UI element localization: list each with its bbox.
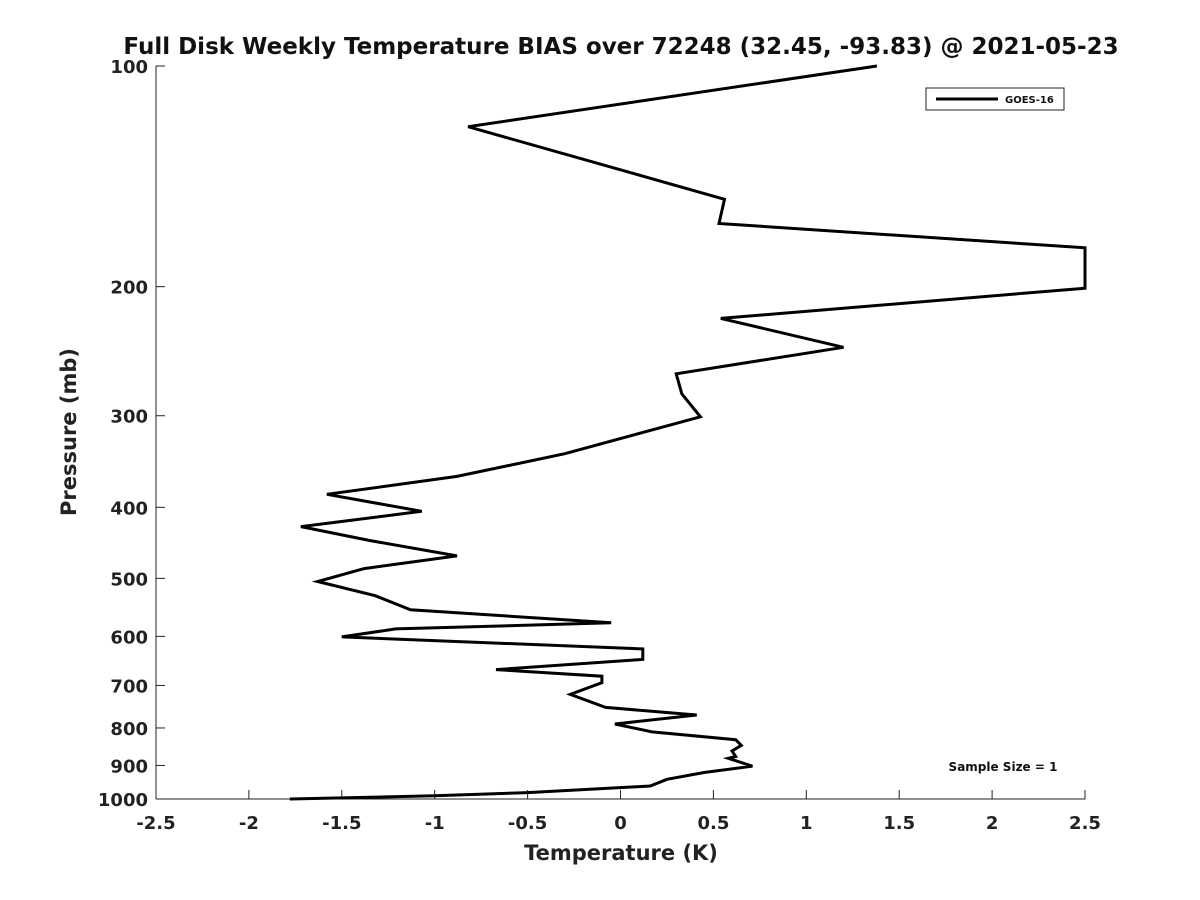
plot-background: [156, 66, 1085, 799]
x-tick-label: 2.5: [1069, 813, 1101, 834]
y-axis-label: Pressure (mb): [57, 348, 81, 516]
x-tick-label: 0.5: [697, 813, 729, 834]
y-tick-label: 700: [110, 676, 148, 697]
x-tick-label: -0.5: [508, 813, 547, 834]
y-tick-label: 400: [110, 498, 148, 519]
x-tick-label: -1.5: [322, 813, 361, 834]
y-tick-label: 300: [110, 407, 148, 428]
x-tick-label: 2: [986, 813, 999, 834]
legend: GOES-16: [925, 87, 1065, 111]
x-axis-ticks: -2.5 -2 -1.5 -1 -0.5 0 0.5 1 1.5 2 2.5: [136, 790, 1101, 834]
y-tick-label: 800: [110, 719, 148, 740]
y-axis-ticks: 100 200 300 400 500 600 700 800 900 1000: [98, 57, 165, 811]
y-tick-label: 900: [110, 756, 148, 777]
sample-size-annotation: Sample Size = 1: [949, 760, 1058, 774]
legend-entry-goes-16: GOES-16: [1005, 95, 1054, 106]
x-tick-label: 1.5: [883, 813, 915, 834]
y-tick-label: 1000: [98, 790, 148, 811]
x-tick-label: -2: [239, 813, 259, 834]
x-axis-label: Temperature (K): [524, 841, 718, 865]
series-group: [289, 64, 1087, 801]
y-tick-label: 600: [110, 627, 148, 648]
y-tick-label: 200: [110, 278, 148, 299]
y-tick-label: 500: [110, 569, 148, 590]
x-tick-label: 0: [614, 813, 627, 834]
x-tick-label: -1: [425, 813, 445, 834]
y-tick-label: 100: [110, 57, 148, 78]
series-line-goes-16: [289, 64, 1087, 801]
chart-title: Full Disk Weekly Temperature BIAS over 7…: [123, 34, 1118, 60]
x-tick-label: -2.5: [136, 813, 175, 834]
x-tick-label: 1: [800, 813, 813, 834]
plot-area: -2.5 -2 -1.5 -1 -0.5 0 0.5 1 1.5 2 2.5 100 200 300 40…: [98, 57, 1101, 834]
